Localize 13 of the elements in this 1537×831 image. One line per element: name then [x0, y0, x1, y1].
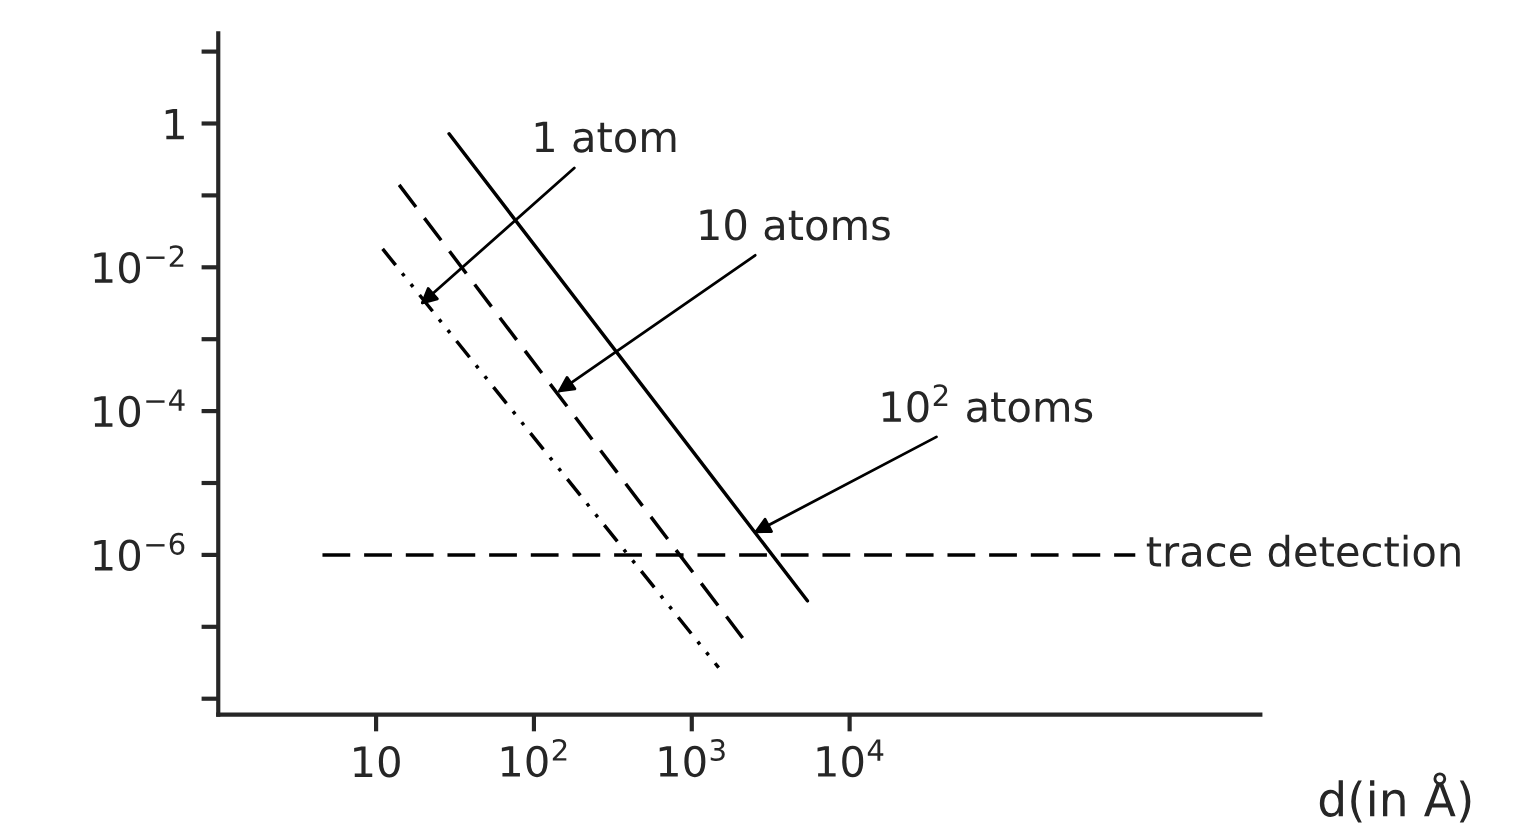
ref-line-label: trace detection [1146, 534, 1460, 567]
annotation: 10 atoms [700, 209, 890, 241]
x-tick-label: 10 [354, 745, 400, 778]
y-tick-label: 10$^{−4}$ [94, 389, 185, 428]
y-tick-label: 10$^{−6}$ [94, 532, 185, 572]
x-axis-title: d(in Å) [1319, 772, 1471, 823]
annotation: 1 atom [535, 121, 676, 153]
y-tick-label: 1 [165, 108, 184, 140]
x-tick-label: 10$^{4}$ [817, 739, 884, 778]
x-tick-label: 10$^{3}$ [659, 738, 725, 778]
y-tick-label: 10$^{−2}$ [94, 245, 184, 284]
annotation: 10$^{2}$ atoms [882, 384, 1093, 423]
x-tick-label: 10$^{2}$ [501, 738, 567, 778]
